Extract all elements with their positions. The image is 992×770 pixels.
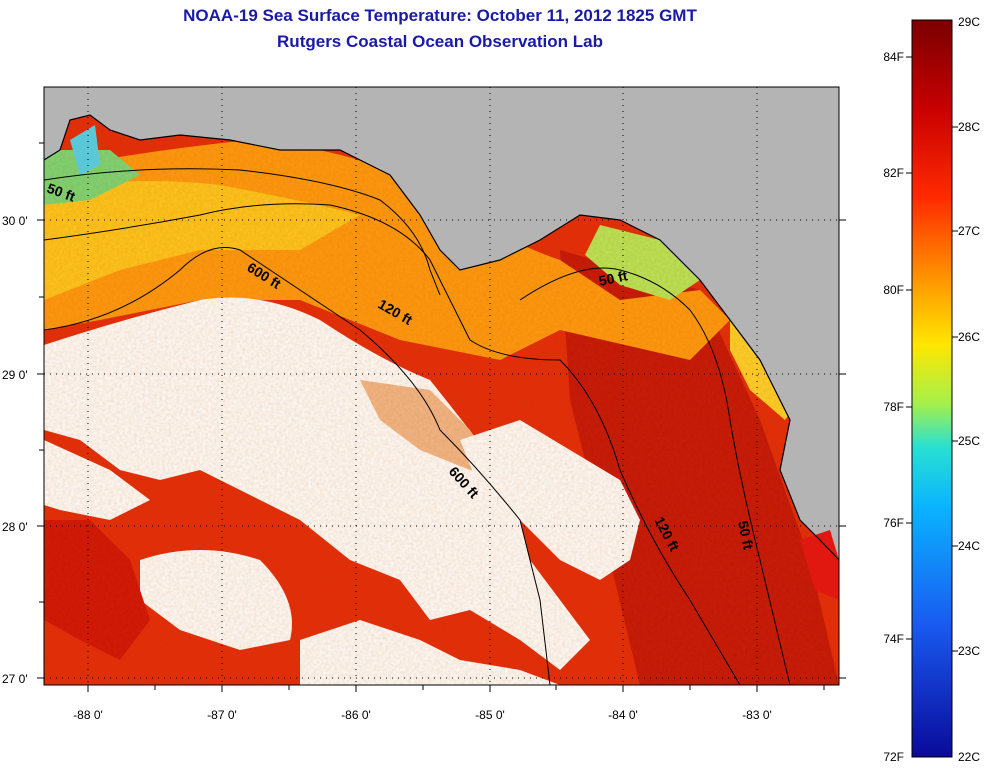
contour-600ft-line	[44, 247, 551, 685]
lat-tick-label: 30 0'	[2, 214, 28, 228]
colorbar-fahrenheit-label: 82F	[883, 166, 904, 180]
colorbar-celsius-label: 27C	[958, 224, 980, 238]
contour-120ft-line	[44, 203, 741, 685]
bay-water-east	[800, 530, 839, 600]
colorbar-ticks	[906, 56, 958, 652]
coastline	[44, 114, 839, 561]
colorbar-celsius-label: 22C	[958, 750, 980, 764]
lon-tick-label: -88 0'	[73, 708, 103, 722]
colorbar-celsius-label: 26C	[958, 330, 980, 344]
bay-water-west	[70, 125, 100, 175]
colorbar-celsius-label: 28C	[958, 120, 980, 134]
graticule	[44, 87, 839, 685]
lon-tick-label: -84 0'	[608, 708, 638, 722]
colorbar-celsius-label: 24C	[958, 539, 980, 553]
lon-tick-label: -85 0'	[475, 708, 505, 722]
colorbar-fahrenheit-label: 74F	[883, 632, 904, 646]
lon-tick-label: -87 0'	[207, 708, 237, 722]
colorbar-celsius-label: 23C	[958, 644, 980, 658]
map-plot-area	[44, 87, 839, 685]
axis-ticks	[37, 142, 846, 692]
colorbar-fahrenheit-label: 84F	[883, 50, 904, 64]
colorbar-fahrenheit-label: 80F	[883, 283, 904, 297]
lat-tick-label: 27 0'	[2, 672, 28, 686]
contour-label-50ft-south: 50 ft	[735, 519, 757, 551]
lon-tick-label: -86 0'	[341, 708, 371, 722]
lat-tick-label: 29 0'	[2, 368, 28, 382]
land-mass	[44, 87, 839, 560]
colorbar-fahrenheit-label: 72F	[883, 750, 904, 764]
contour-50ft-east-line	[519, 267, 791, 685]
colorbar-fahrenheit-label: 78F	[883, 400, 904, 414]
colorbar	[911, 19, 953, 758]
contour-label-50ft-east: 50 ft	[597, 267, 629, 289]
colorbar-celsius-label: 25C	[958, 434, 980, 448]
chart-title: NOAA-19 Sea Surface Temperature: October…	[183, 6, 697, 25]
map-frame	[43, 86, 840, 686]
colorbar-fahrenheit-label: 76F	[883, 516, 904, 530]
lat-tick-label: 28 0'	[2, 520, 28, 534]
contour-50ft-west-line	[44, 168, 441, 296]
chart-subtitle: Rutgers Coastal Ocean Observation Lab	[277, 32, 603, 51]
colorbar-celsius-label: 29C	[958, 15, 980, 29]
lon-tick-label: -83 0'	[742, 708, 772, 722]
